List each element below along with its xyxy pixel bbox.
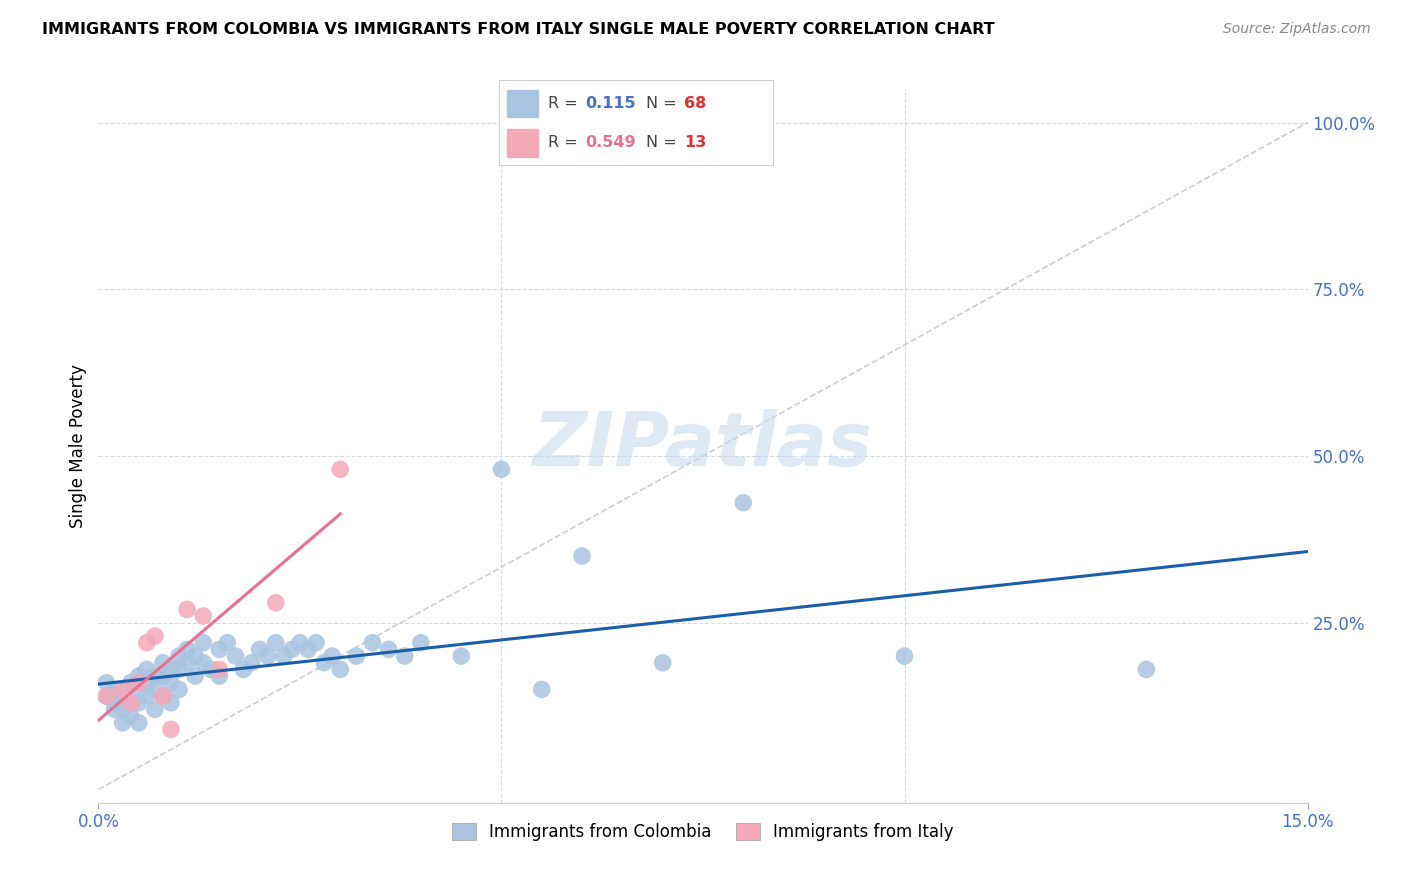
Point	[111, 682, 134, 697]
Point	[176, 656, 198, 670]
Point	[249, 642, 271, 657]
Point	[167, 682, 190, 697]
Point	[264, 596, 287, 610]
Point	[361, 636, 384, 650]
Point	[103, 702, 125, 716]
Point	[193, 656, 215, 670]
Point	[167, 662, 190, 676]
Point	[329, 462, 352, 476]
Point	[273, 649, 295, 664]
Text: 0.549: 0.549	[585, 136, 636, 151]
Point	[224, 649, 246, 664]
Point	[344, 649, 367, 664]
Point	[152, 656, 174, 670]
Point	[193, 609, 215, 624]
Point	[160, 723, 183, 737]
Point	[232, 662, 254, 676]
Point	[530, 682, 553, 697]
Bar	[508, 89, 537, 117]
Point	[491, 462, 513, 476]
Text: 68: 68	[685, 95, 706, 111]
Y-axis label: Single Male Poverty: Single Male Poverty	[69, 364, 87, 528]
Point	[314, 656, 336, 670]
Point	[409, 636, 432, 650]
Point	[264, 636, 287, 650]
Point	[256, 649, 278, 664]
Point	[143, 702, 166, 716]
Point	[135, 662, 157, 676]
Text: N =: N =	[645, 95, 682, 111]
Point	[571, 549, 593, 563]
Point	[160, 675, 183, 690]
Point	[135, 689, 157, 703]
Point	[128, 675, 150, 690]
Point	[329, 662, 352, 676]
Point	[120, 696, 142, 710]
Point	[143, 629, 166, 643]
Point	[143, 682, 166, 697]
Point	[120, 696, 142, 710]
Point	[160, 662, 183, 676]
Point	[103, 682, 125, 697]
Point	[143, 669, 166, 683]
Point	[377, 642, 399, 657]
Point	[184, 669, 207, 683]
Text: 13: 13	[685, 136, 706, 151]
Legend: Immigrants from Colombia, Immigrants from Italy: Immigrants from Colombia, Immigrants fro…	[446, 816, 960, 848]
Point	[96, 675, 118, 690]
Point	[193, 636, 215, 650]
Point	[128, 715, 150, 730]
Point	[184, 649, 207, 664]
Text: Source: ZipAtlas.com: Source: ZipAtlas.com	[1223, 22, 1371, 37]
Point	[160, 696, 183, 710]
Text: 0.115: 0.115	[585, 95, 636, 111]
Point	[321, 649, 343, 664]
Point	[96, 689, 118, 703]
Point	[217, 636, 239, 650]
Point	[128, 669, 150, 683]
Point	[120, 675, 142, 690]
Point	[288, 636, 311, 650]
Point	[152, 689, 174, 703]
Point	[128, 682, 150, 697]
Point	[135, 636, 157, 650]
Point	[96, 689, 118, 703]
Point	[893, 649, 915, 664]
Point	[103, 696, 125, 710]
Point	[240, 656, 263, 670]
Text: IMMIGRANTS FROM COLOMBIA VS IMMIGRANTS FROM ITALY SINGLE MALE POVERTY CORRELATIO: IMMIGRANTS FROM COLOMBIA VS IMMIGRANTS F…	[42, 22, 995, 37]
Point	[305, 636, 328, 650]
Text: ZIPatlas: ZIPatlas	[533, 409, 873, 483]
Point	[152, 669, 174, 683]
Text: R =: R =	[548, 95, 583, 111]
Point	[394, 649, 416, 664]
Point	[651, 656, 673, 670]
Point	[111, 689, 134, 703]
Point	[111, 715, 134, 730]
Text: N =: N =	[645, 136, 682, 151]
Bar	[508, 129, 537, 157]
Point	[111, 682, 134, 697]
Point	[200, 662, 222, 676]
Point	[208, 669, 231, 683]
Point	[135, 675, 157, 690]
Text: R =: R =	[548, 136, 583, 151]
Point	[176, 642, 198, 657]
Point	[208, 642, 231, 657]
Point	[176, 602, 198, 616]
Point	[297, 642, 319, 657]
Point	[450, 649, 472, 664]
Point	[120, 709, 142, 723]
Point	[1135, 662, 1157, 676]
Point	[128, 696, 150, 710]
Point	[111, 702, 134, 716]
Point	[208, 662, 231, 676]
Point	[167, 649, 190, 664]
Point	[152, 689, 174, 703]
Point	[281, 642, 304, 657]
Point	[733, 496, 755, 510]
